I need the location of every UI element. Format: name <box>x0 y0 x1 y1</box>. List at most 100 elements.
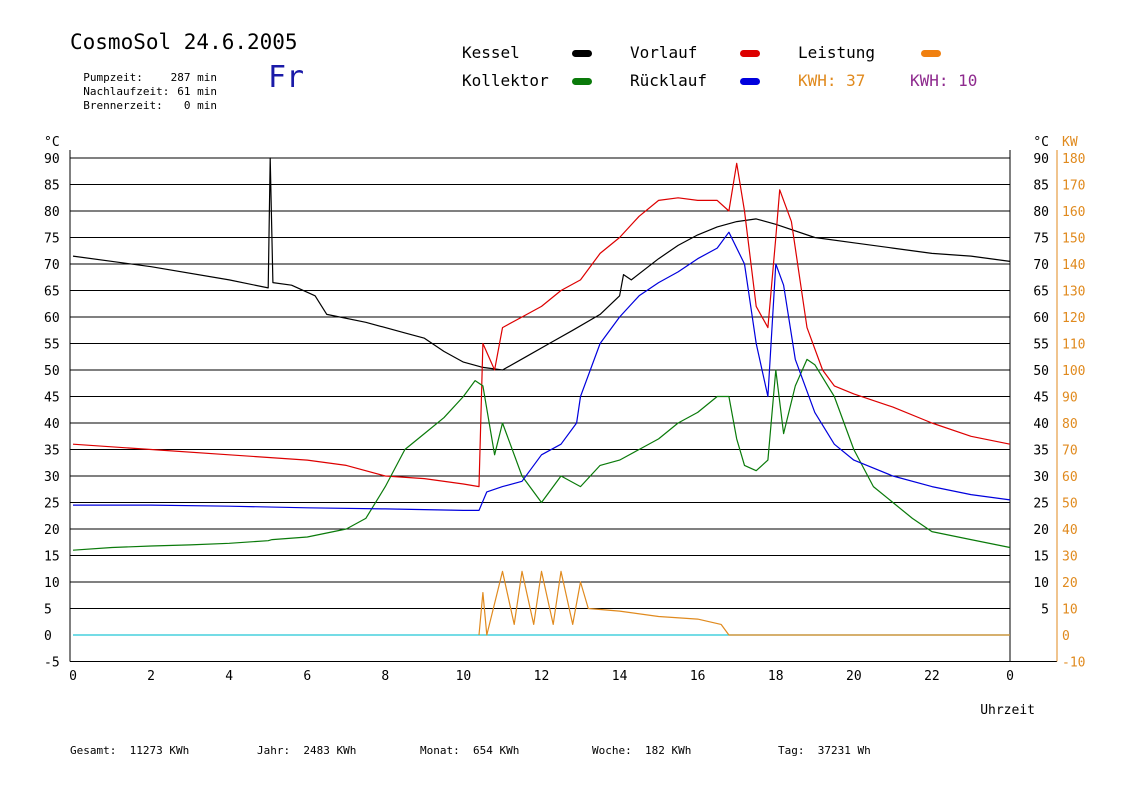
tick-labels: -5051015202530354045505560657075808590°C… <box>44 135 1085 718</box>
grid <box>70 157 1010 609</box>
legend-leistung-swatch <box>921 50 941 57</box>
kw-tick-label: 110 <box>1062 338 1085 353</box>
kwh-label: KWH: <box>910 71 949 90</box>
x-tick-label: 20 <box>846 669 862 684</box>
legend-vorlauf-swatch <box>740 50 760 57</box>
footer-label: Tag: <box>778 744 805 757</box>
y-tick-label: 50 <box>44 364 60 379</box>
legend-label: Vorlauf <box>630 43 698 62</box>
stat-label: Brennerzeit: <box>83 99 163 112</box>
kw-tick-label: 80 <box>1062 417 1078 432</box>
y2-tick-label: 55 <box>1033 338 1049 353</box>
kwh-value: 37 <box>846 71 866 90</box>
y2-tick-label: 45 <box>1033 391 1049 406</box>
y2-tick-label: 5 <box>1041 603 1049 618</box>
x-axis-label: Uhrzeit <box>980 703 1035 718</box>
y2-tick-label: 75 <box>1033 232 1049 247</box>
kw-tick-label: 160 <box>1062 205 1085 220</box>
y-axis-label: °C <box>44 135 60 150</box>
legend-label: Kollektor <box>462 71 549 90</box>
kwh-label: KWH: <box>798 71 837 90</box>
footer-label: Monat: <box>420 744 460 757</box>
footer-value: 2483 KWh <box>303 744 357 757</box>
stat-value: 61 min <box>177 85 217 98</box>
weekday-label: Fr <box>268 60 305 95</box>
legend-label: Leistung <box>798 43 876 62</box>
y2-tick-label: 60 <box>1033 311 1049 326</box>
kw-tick-label: 130 <box>1062 285 1085 300</box>
x-tick-label: 0 <box>1006 669 1014 684</box>
kw-tick-label: 100 <box>1062 364 1085 379</box>
kw-tick-label: 120 <box>1062 311 1085 326</box>
y2-tick-label: 15 <box>1033 550 1049 565</box>
kw-tick-label: 150 <box>1062 232 1085 247</box>
stat-pumpzeit: Pumpzeit: 287 min <box>70 58 217 84</box>
kw-axis-label: KW <box>1062 135 1078 150</box>
y-tick-label: 5 <box>44 603 52 618</box>
y-tick-label: 70 <box>44 258 60 273</box>
y2-tick-label: 35 <box>1033 444 1049 459</box>
footer-label: Gesamt: <box>70 744 117 757</box>
y-tick-label: 40 <box>44 417 60 432</box>
y-tick-label: -5 <box>44 656 60 671</box>
x-tick-label: 2 <box>147 669 155 684</box>
y-tick-label: 30 <box>44 470 60 485</box>
y2-tick-label: 70 <box>1033 258 1049 273</box>
series-line-kollektor <box>72 358 1011 551</box>
x-tick-label: 16 <box>690 669 706 684</box>
legend-ruecklauf: Rücklauf <box>630 71 707 90</box>
kw-tick-label: 70 <box>1062 444 1078 459</box>
axes <box>69 150 1058 662</box>
legend-kessel: Kessel <box>462 43 520 62</box>
y-tick-label: 35 <box>44 444 60 459</box>
x-tick-label: 10 <box>456 669 472 684</box>
y-tick-label: 60 <box>44 311 60 326</box>
footer-jahr: Jahr: 2483 KWh <box>257 744 356 757</box>
footer-value: 654 KWh <box>473 744 520 757</box>
y2-tick-label: 90 <box>1033 152 1049 167</box>
legend-label: Kessel <box>462 43 520 62</box>
y-tick-label: 0 <box>44 629 52 644</box>
y-tick-label: 85 <box>44 179 60 194</box>
kw-tick-label: 180 <box>1062 152 1085 167</box>
kw-tick-label: 90 <box>1062 391 1078 406</box>
series-line-leistung <box>478 570 1010 636</box>
footer-monat: Monat: 654 KWh <box>420 744 519 757</box>
y-tick-label: 20 <box>44 523 60 538</box>
kw-tick-label: 140 <box>1062 258 1085 273</box>
stat-nachlaufzeit: Nachlaufzeit: 61 min <box>70 72 217 98</box>
stat-value: 0 min <box>183 99 217 112</box>
kw-tick-label: 50 <box>1062 497 1078 512</box>
y-tick-label: 80 <box>44 205 60 220</box>
legend-leistung: Leistung <box>798 43 875 62</box>
kw-tick-label: 10 <box>1062 603 1078 618</box>
x-tick-label: 4 <box>225 669 233 684</box>
y2-axis-label: °C <box>1033 135 1049 150</box>
x-tick-label: 14 <box>612 669 628 684</box>
y2-tick-label: 65 <box>1033 285 1049 300</box>
kw-tick-label: 30 <box>1062 550 1078 565</box>
y2-tick-label: 50 <box>1033 364 1049 379</box>
y-tick-label: 25 <box>44 497 60 512</box>
y-tick-label: 55 <box>44 338 60 353</box>
legend-kessel-swatch <box>572 50 592 57</box>
kwh-value: 10 <box>958 71 978 90</box>
kw-tick-label: 20 <box>1062 576 1078 591</box>
y-tick-label: 65 <box>44 285 60 300</box>
x-tick-label: 6 <box>303 669 311 684</box>
y2-tick-label: 85 <box>1033 179 1049 194</box>
series-line-rcklauf <box>73 231 1011 511</box>
x-tick-label: 18 <box>768 669 784 684</box>
stat-label: Pumpzeit: <box>83 71 143 84</box>
kwh-orange: KWH: 37 <box>798 71 865 90</box>
series-layer <box>72 157 1011 636</box>
kw-tick-label: 170 <box>1062 179 1085 194</box>
legend-ruecklauf-swatch <box>740 78 760 85</box>
footer-label: Jahr: <box>257 744 291 757</box>
footer-woche: Woche: 182 KWh <box>592 744 691 757</box>
legend-kollektor: Kollektor <box>462 71 549 90</box>
legend-kollektor-swatch <box>572 78 592 85</box>
y2-tick-label: 20 <box>1033 523 1049 538</box>
footer-value: 37231 Wh <box>817 744 871 757</box>
